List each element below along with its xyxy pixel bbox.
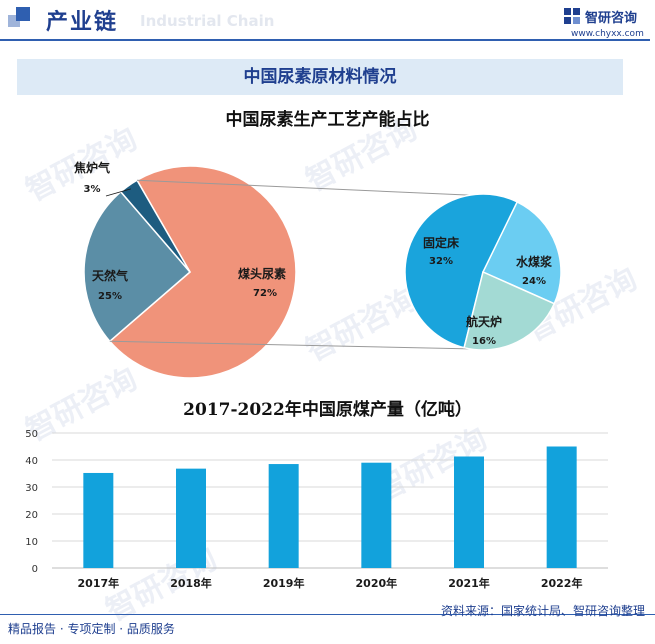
chart-canvas: 煤头尿素 72% 天然气 25% 焦炉气 3% 固定床 32% 水煤浆 24% 航天炉 16% 0 10 2… bbox=[25, 160, 608, 590]
bar-ytick-label-0: 0 bbox=[32, 564, 38, 575]
pie-slice-name-2: 焦炉气 bbox=[73, 160, 110, 175]
breakdown-slice-2 bbox=[463, 270, 556, 351]
connector-line-top bbox=[136, 179, 470, 196]
breakdown-slice-value-1: 24% bbox=[522, 276, 546, 287]
bar-1 bbox=[176, 468, 206, 568]
bar-xtick-label-4: 2021年 bbox=[448, 576, 490, 590]
page-title: 产业链 bbox=[46, 10, 119, 35]
brand-name: 智研咨询 bbox=[585, 11, 638, 26]
breakdown-slice-value-0: 32% bbox=[429, 256, 453, 267]
pie-slice-name-1: 天然气 bbox=[92, 268, 128, 283]
brand-url: www.chyxx.com bbox=[571, 29, 644, 39]
brand-icon bbox=[564, 8, 580, 24]
header-ghost-text: Industrial Chain bbox=[140, 12, 275, 30]
bar-5 bbox=[546, 446, 577, 568]
bar-xtick-label-2: 2019年 bbox=[263, 576, 305, 590]
bar-ytick-label-5: 50 bbox=[25, 429, 38, 440]
breakdown-slice-1 bbox=[481, 200, 562, 305]
breakdown-slice-name-2: 航天炉 bbox=[466, 314, 502, 329]
bar-ytick-label-3: 30 bbox=[25, 483, 38, 494]
breakdown-slice-name-1: 水煤浆 bbox=[516, 254, 553, 269]
breakdown-slice-value-2: 16% bbox=[472, 336, 496, 347]
header-bar: Industrial Chain 产业链 智研咨询 www.chyxx.com bbox=[0, 0, 655, 41]
bar-chart-title: 2017-2022年中国原煤产量（亿吨） bbox=[183, 400, 472, 420]
bar-4 bbox=[454, 456, 484, 568]
footer-slogan: 精品报告 · 专项定制 · 品质服务 bbox=[8, 622, 175, 636]
pie-slice-1 bbox=[83, 190, 192, 343]
bar-xtick-label-1: 2018年 bbox=[170, 576, 212, 590]
pie-leader-line bbox=[105, 188, 132, 197]
pie-slice-value-0: 72% bbox=[253, 288, 277, 299]
section-heading: 中国尿素原材料情况 bbox=[17, 59, 623, 95]
bar-0 bbox=[83, 472, 114, 568]
pie-slice-value-1: 25% bbox=[98, 291, 122, 302]
pie-slice-value-2: 3% bbox=[84, 184, 101, 195]
connector-line-bottom bbox=[109, 340, 470, 350]
footer-rule bbox=[0, 614, 655, 615]
data-source: 资料来源：国家统计局、智研咨询整理 bbox=[440, 604, 645, 618]
bar-3 bbox=[361, 462, 392, 568]
bar-xtick-label-3: 2020年 bbox=[356, 576, 398, 590]
footer: 精品报告 · 专项定制 · 品质服务 资料来源：国家统计局、智研咨询整理 bbox=[0, 600, 655, 644]
bar-xtick-label-0: 2017年 bbox=[78, 576, 120, 590]
pie-chart-title: 中国尿素生产工艺产能占比 bbox=[225, 110, 430, 130]
bar-ytick-label-2: 20 bbox=[25, 510, 38, 521]
header-rule bbox=[0, 39, 650, 41]
bar-ytick-label-4: 40 bbox=[25, 456, 38, 467]
chain-logo-icon bbox=[8, 7, 30, 27]
pie-slice-0 bbox=[108, 165, 297, 379]
bar-ytick-label-1: 10 bbox=[25, 537, 38, 548]
section-title: 中国尿素原材料情况 bbox=[243, 67, 397, 87]
pie-slice-name-0: 煤头尿素 bbox=[238, 266, 286, 281]
breakdown-slice-name-0: 固定床 bbox=[423, 235, 460, 250]
bar-xtick-label-5: 2022年 bbox=[541, 576, 583, 590]
bar-2 bbox=[268, 464, 299, 568]
